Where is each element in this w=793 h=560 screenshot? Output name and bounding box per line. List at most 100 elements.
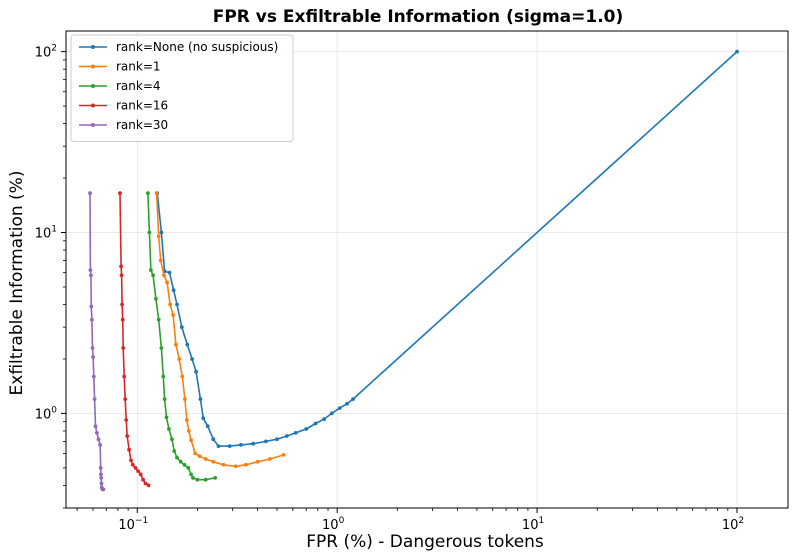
data-point (251, 441, 256, 446)
data-point (174, 342, 178, 347)
data-point (185, 342, 190, 347)
data-point (151, 273, 156, 278)
data-point (175, 455, 179, 460)
chart-title: FPR vs Exfiltrable Information (sigma=1.… (213, 7, 624, 27)
data-point (98, 466, 103, 470)
data-point (154, 296, 158, 301)
data-point (183, 397, 187, 401)
data-point (92, 397, 97, 401)
data-point (99, 481, 104, 486)
data-point (88, 191, 92, 196)
legend-marker (91, 64, 95, 69)
data-point (168, 302, 173, 307)
data-point (203, 477, 208, 482)
data-point (146, 483, 151, 488)
data-point (227, 444, 232, 448)
data-point (233, 464, 238, 469)
data-point (329, 411, 334, 416)
data-point (179, 325, 184, 329)
data-point (195, 477, 200, 482)
data-point (281, 453, 286, 457)
data-point (180, 374, 185, 379)
data-point (159, 230, 164, 235)
data-point (198, 397, 203, 401)
data-point (161, 374, 166, 379)
data-point (123, 397, 128, 401)
data-point (101, 487, 106, 492)
data-point (118, 191, 122, 196)
legend-marker (91, 123, 95, 127)
series-4 (88, 191, 106, 492)
data-point (184, 418, 189, 422)
legend-box (70, 34, 294, 142)
data-point (189, 438, 194, 443)
data-point (90, 346, 95, 350)
data-point (284, 434, 289, 438)
data-point (158, 258, 163, 263)
data-point (216, 444, 221, 448)
data-point (154, 191, 159, 196)
data-point (120, 302, 124, 307)
x-tick-label: 10−1 (118, 516, 148, 533)
data-point (156, 317, 161, 322)
data-point (171, 288, 176, 293)
data-point (119, 264, 123, 269)
data-point (136, 469, 141, 473)
data-point (221, 462, 226, 467)
data-point (156, 234, 161, 239)
series-1 (154, 191, 286, 469)
data-point (129, 458, 133, 463)
y-tick-label: 100 (35, 405, 58, 422)
data-point (121, 346, 126, 350)
y-tick-label: 102 (35, 44, 57, 61)
data-point (91, 355, 95, 359)
data-point (96, 437, 101, 442)
data-point (159, 346, 164, 350)
data-point (190, 357, 195, 361)
legend-label: rank=16 (116, 99, 168, 113)
series-line (119, 193, 150, 487)
data-point (194, 369, 199, 374)
y-axis-label: Exfiltrable Information (%) (7, 171, 27, 396)
data-point (211, 459, 216, 464)
data-point (122, 374, 127, 379)
data-point (735, 49, 739, 54)
data-point (351, 397, 355, 401)
data-point (165, 280, 170, 285)
legend: rank=None (no suspicious) rank=1 rank=4 ran… (70, 34, 294, 142)
data-point (98, 443, 102, 447)
series-3 (118, 191, 151, 488)
data-point (88, 268, 93, 272)
data-point (205, 424, 210, 429)
data-point (95, 431, 99, 435)
x-tick-label: 100 (322, 516, 345, 533)
data-point (170, 437, 174, 442)
data-point (141, 477, 146, 482)
data-point (177, 357, 182, 361)
legend-marker (91, 45, 95, 49)
ticks: 10−1 100 101 102 100 101 102 (35, 44, 744, 533)
data-point (182, 462, 187, 467)
data-point (130, 462, 135, 467)
legend-marker (91, 103, 95, 108)
series-2 (146, 191, 218, 482)
data-point (201, 416, 206, 421)
data-point (162, 397, 167, 401)
data-point (345, 401, 349, 406)
data-point (124, 418, 129, 422)
data-point (119, 273, 124, 278)
data-point (167, 270, 172, 275)
data-point (244, 462, 248, 467)
data-point (147, 230, 152, 235)
data-point (213, 476, 218, 480)
data-point (120, 317, 125, 322)
legend-label: rank=4 (116, 79, 161, 93)
data-point (322, 417, 326, 421)
data-point (133, 466, 138, 470)
data-point (93, 424, 98, 429)
data-point (125, 434, 130, 438)
data-point (91, 374, 96, 379)
data-point (313, 421, 318, 426)
